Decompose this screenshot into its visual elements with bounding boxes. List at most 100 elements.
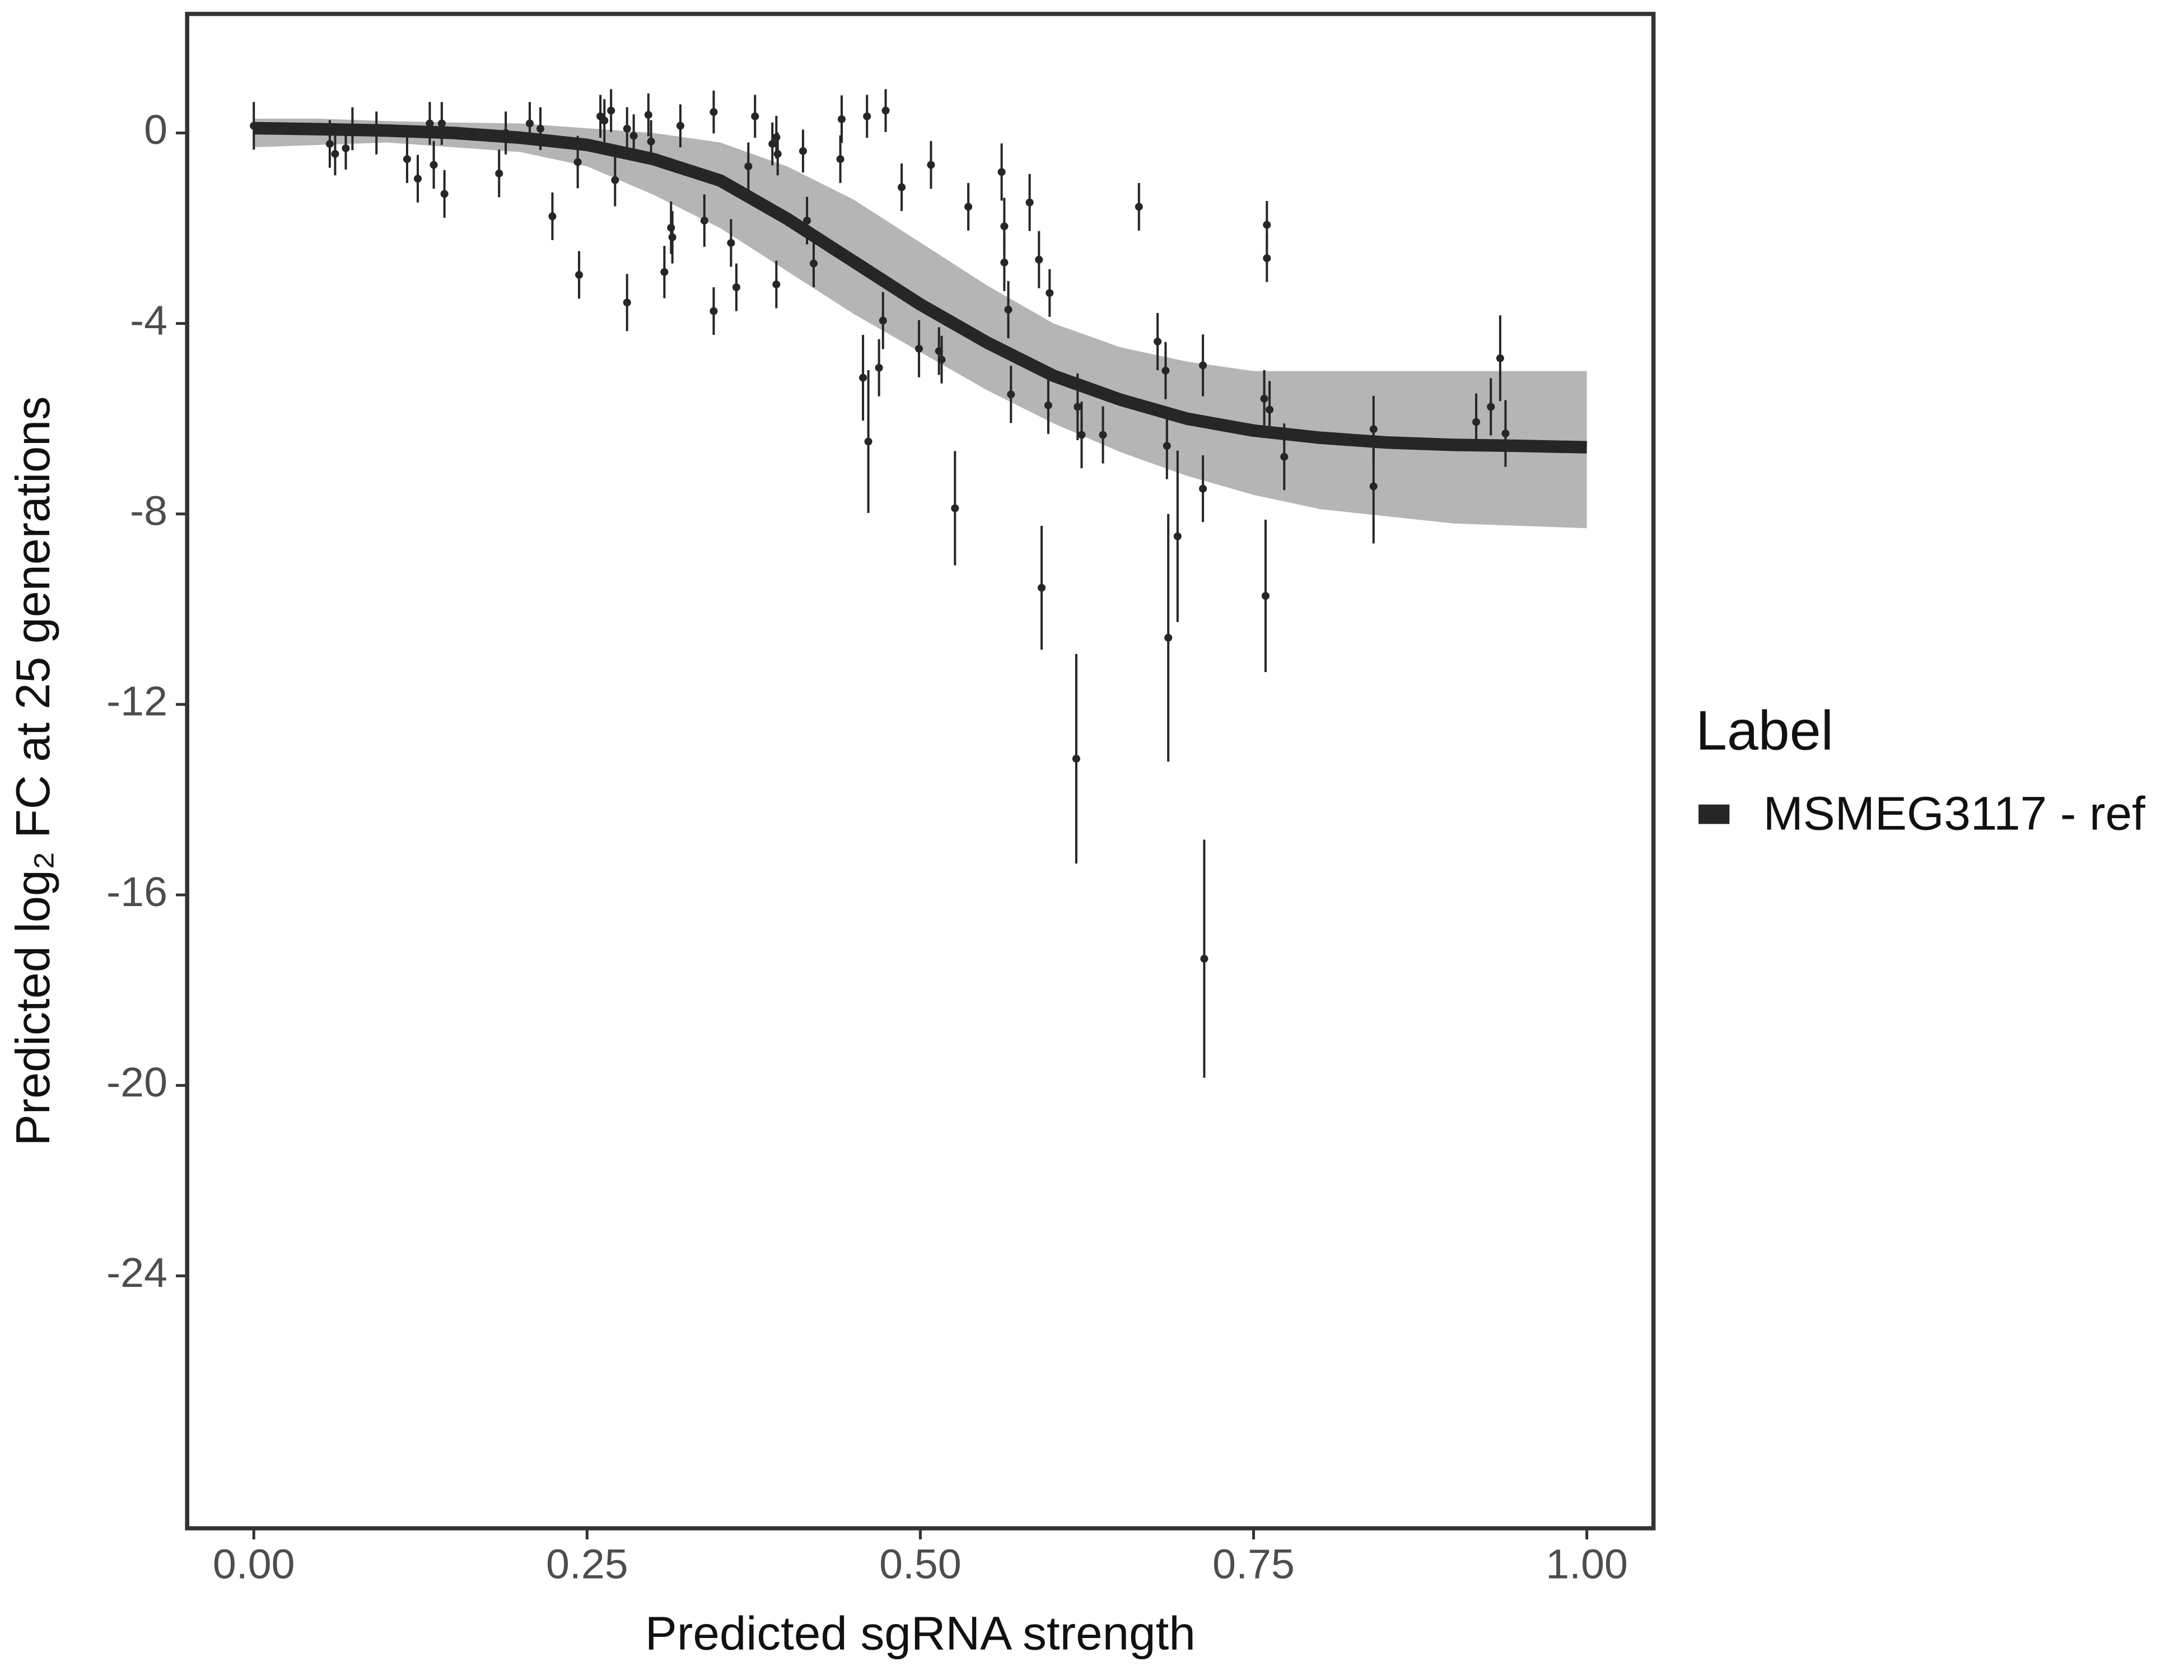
point bbox=[430, 161, 438, 169]
point bbox=[1369, 482, 1378, 491]
y-tick-label: -4 bbox=[130, 297, 167, 344]
point bbox=[1173, 532, 1182, 540]
point bbox=[898, 183, 906, 192]
point bbox=[403, 155, 412, 164]
legend-title: Label bbox=[1696, 700, 1833, 762]
point bbox=[1263, 221, 1271, 229]
point bbox=[837, 115, 846, 123]
point bbox=[440, 190, 449, 198]
x-tick-label: 0.50 bbox=[879, 1541, 962, 1588]
point bbox=[727, 239, 735, 247]
point bbox=[768, 140, 777, 148]
point bbox=[1487, 403, 1495, 411]
y-tick-label: -16 bbox=[106, 868, 167, 915]
point bbox=[1025, 198, 1034, 207]
point bbox=[1496, 354, 1504, 362]
y-tick-label: -12 bbox=[106, 678, 167, 725]
point bbox=[676, 122, 684, 130]
point bbox=[927, 161, 935, 169]
point bbox=[495, 169, 503, 178]
point bbox=[660, 268, 669, 276]
point bbox=[1135, 203, 1143, 211]
point bbox=[1046, 289, 1054, 297]
point bbox=[875, 363, 883, 372]
point bbox=[536, 124, 545, 133]
y-tick-label: 0 bbox=[144, 106, 167, 153]
point bbox=[1007, 390, 1015, 399]
point bbox=[700, 216, 708, 225]
point bbox=[744, 162, 753, 170]
point bbox=[951, 504, 959, 512]
point bbox=[836, 155, 844, 164]
point bbox=[611, 176, 619, 184]
point bbox=[1035, 255, 1043, 264]
x-axis-title: Predicted sgRNA strength bbox=[645, 1607, 1196, 1660]
y-axis-title: Predicted log₂ FC at 25 generations bbox=[6, 396, 60, 1146]
point bbox=[342, 144, 350, 152]
point bbox=[623, 298, 631, 307]
x-tick-label: 0.00 bbox=[213, 1541, 295, 1588]
point bbox=[1044, 401, 1052, 409]
point bbox=[1266, 405, 1274, 414]
x-tick-label: 0.25 bbox=[546, 1541, 628, 1588]
point bbox=[667, 223, 675, 232]
point bbox=[997, 168, 1006, 176]
point bbox=[1199, 484, 1207, 493]
point bbox=[647, 137, 655, 146]
point bbox=[644, 111, 652, 119]
point bbox=[437, 119, 446, 128]
point bbox=[732, 283, 740, 291]
point bbox=[426, 119, 434, 128]
point bbox=[772, 280, 781, 288]
point bbox=[1164, 633, 1173, 642]
point bbox=[607, 106, 615, 115]
point bbox=[751, 112, 759, 120]
point bbox=[573, 158, 582, 166]
point bbox=[1000, 258, 1009, 267]
point bbox=[1163, 442, 1171, 450]
point bbox=[1072, 754, 1080, 763]
point bbox=[1074, 403, 1082, 411]
point bbox=[1501, 430, 1510, 438]
legend-label: MSMEG3117 - ref bbox=[1763, 787, 2145, 840]
point bbox=[325, 140, 334, 148]
point bbox=[710, 307, 718, 315]
point bbox=[1263, 254, 1271, 263]
point bbox=[881, 106, 890, 115]
point bbox=[915, 344, 923, 353]
point bbox=[859, 374, 867, 382]
point bbox=[1200, 955, 1208, 963]
point bbox=[1261, 592, 1270, 600]
point bbox=[809, 259, 818, 268]
point bbox=[548, 212, 557, 221]
y-tick-label: -24 bbox=[106, 1249, 167, 1296]
point bbox=[1099, 431, 1107, 439]
y-tick-label: -20 bbox=[106, 1058, 167, 1105]
plot-area bbox=[250, 89, 1587, 1078]
point bbox=[1280, 452, 1289, 461]
point bbox=[1038, 584, 1046, 592]
point bbox=[1000, 222, 1009, 231]
point bbox=[331, 150, 339, 158]
point bbox=[964, 203, 973, 211]
point bbox=[629, 132, 638, 140]
point bbox=[710, 108, 718, 116]
point bbox=[803, 216, 811, 225]
point bbox=[623, 124, 631, 133]
point bbox=[1260, 395, 1268, 403]
point bbox=[1004, 305, 1012, 314]
y-tick-label: -8 bbox=[130, 487, 167, 534]
x-tick-label: 0.75 bbox=[1212, 1541, 1295, 1588]
point bbox=[525, 119, 534, 128]
legend-key bbox=[1698, 804, 1730, 824]
fit-line bbox=[254, 122, 1587, 454]
point bbox=[600, 116, 609, 125]
point bbox=[1472, 418, 1481, 426]
point bbox=[1161, 366, 1170, 375]
point bbox=[668, 233, 676, 241]
point bbox=[1199, 361, 1207, 370]
point bbox=[773, 150, 782, 158]
point bbox=[937, 356, 946, 364]
